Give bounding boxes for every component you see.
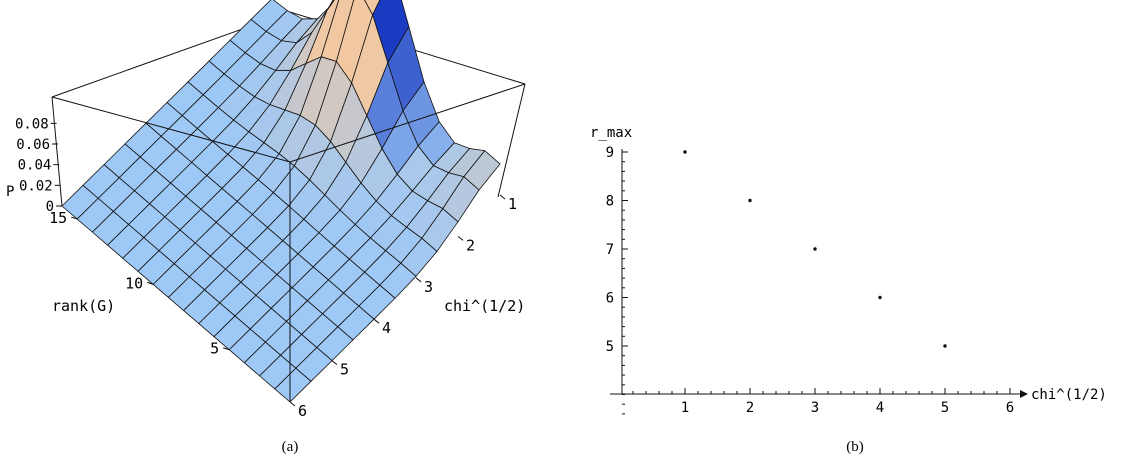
chi-tick-label: 1 xyxy=(508,195,517,213)
rank-axis: 5 10 15 xyxy=(49,209,230,358)
y-tick-label-b: 6 xyxy=(606,291,614,307)
x-ticks-b: 1 2 3 4 5 6 xyxy=(681,388,1014,416)
z-tick-label: 0 xyxy=(46,199,54,215)
scatter-point xyxy=(943,344,947,348)
z-axis: 0 0.02 0.04 0.06 0.08 xyxy=(15,116,62,215)
z-tick-label: 0.04 xyxy=(18,158,52,174)
chi-tick-mark xyxy=(499,194,506,200)
x-axis-arrow xyxy=(1020,390,1028,398)
x-tick-label-b: 2 xyxy=(746,400,754,416)
minor-ticks-b xyxy=(622,151,1011,415)
scatter-point xyxy=(683,150,687,154)
scatter-point xyxy=(813,247,817,251)
x-tick-label-b: 5 xyxy=(941,400,949,416)
y-tick-label-b: 5 xyxy=(606,339,614,355)
y-tick-label-b: 8 xyxy=(606,194,614,210)
box-left-vertical-edge xyxy=(51,96,63,207)
chi-tick-label: 5 xyxy=(340,361,349,379)
z-tick-label: 0.02 xyxy=(19,178,53,194)
chi-tick-mark xyxy=(457,236,464,241)
z-axis-label: P xyxy=(6,184,14,200)
chi-tick-mark xyxy=(289,401,296,407)
caption-b: (b) xyxy=(846,439,864,455)
surface-plot-a: 0 0.02 0.04 0.06 0.08 5 10 15 1 2 3 4 5 6 P rank(G)… xyxy=(6,0,526,455)
y-ticks-b: 5 6 7 8 9 xyxy=(606,145,628,355)
chi-tick-mark xyxy=(331,360,338,365)
chi-tick-mark xyxy=(373,318,380,324)
surface-cell xyxy=(274,367,312,403)
x-tick-label-b: 6 xyxy=(1006,400,1014,416)
z-tick-label: 0.08 xyxy=(15,116,49,132)
chi-tick-label: 6 xyxy=(298,402,307,420)
x-axis-label-b: chi^(1/2) xyxy=(1031,387,1107,403)
caption-a: (a) xyxy=(282,439,299,455)
box-right-vertical-edge xyxy=(497,83,526,198)
rank-tick-mark xyxy=(147,281,154,285)
chi-axis: 1 2 3 4 5 6 xyxy=(289,194,517,420)
rank-tick-label: 15 xyxy=(49,209,67,227)
x-tick-label-b: 4 xyxy=(876,400,884,416)
chi-axis-label-a: chi^(1/2) xyxy=(444,297,525,315)
rank-tick-mark xyxy=(71,216,78,220)
scatter-point xyxy=(748,198,752,203)
scatter-points xyxy=(683,150,947,348)
chi-tick-mark xyxy=(415,277,422,283)
y-tick-label-b: 9 xyxy=(606,145,614,161)
y-axis-label-b: r_max xyxy=(590,125,632,141)
z-tick-label: 0.06 xyxy=(16,137,50,153)
scatter-plot-b: 1 2 3 4 5 6 5 6 7 8 9 r_max chi^(1/2) (b) xyxy=(590,125,1107,455)
chi-tick-label: 4 xyxy=(382,319,391,337)
rank-tick-label: 5 xyxy=(210,340,219,358)
chi-tick-label: 2 xyxy=(466,236,475,254)
surface-bounding-box-front xyxy=(51,83,526,402)
y-tick-label-b: 7 xyxy=(606,242,614,258)
rank-tick-label: 10 xyxy=(125,274,143,292)
x-tick-label-b: 1 xyxy=(681,400,689,416)
scatter-point xyxy=(878,295,882,300)
chi-tick-label: 3 xyxy=(424,278,433,296)
rank-axis-label: rank(G) xyxy=(52,297,115,315)
x-tick-label-b: 3 xyxy=(811,400,819,416)
rank-tick-mark xyxy=(223,347,230,351)
surface-mesh xyxy=(61,0,501,403)
